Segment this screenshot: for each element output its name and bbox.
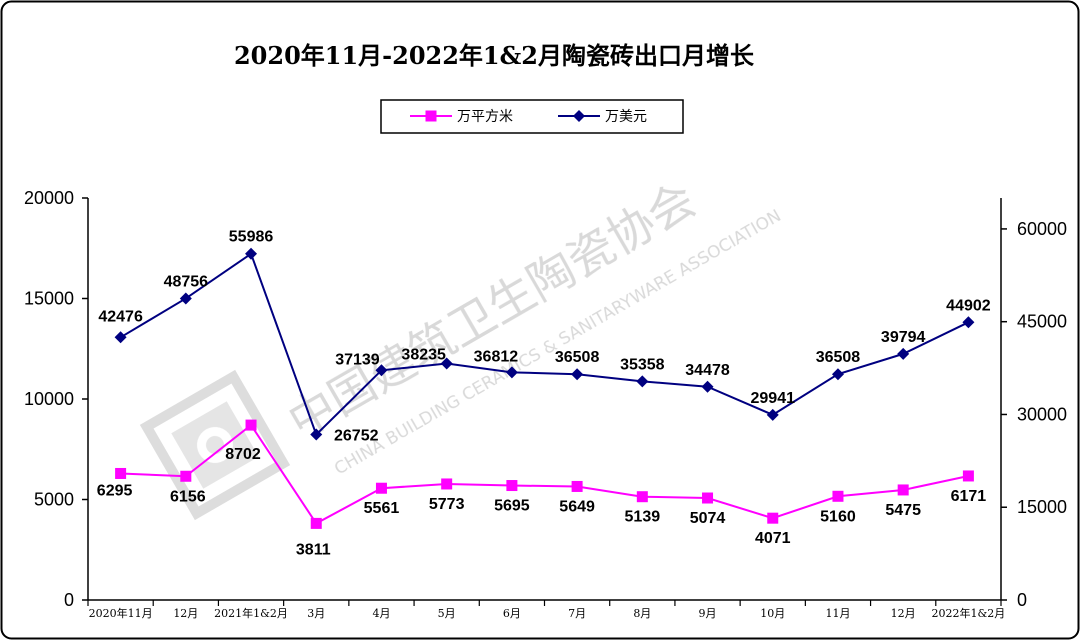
data-point-value — [179, 292, 192, 305]
data-label-area: 6171 — [951, 488, 987, 505]
series-layer — [114, 247, 975, 529]
x-tick-label: 2022年1&2月 — [931, 606, 1005, 620]
data-label-value: 26752 — [334, 428, 379, 445]
data-point-area — [115, 467, 127, 479]
y-right-tick-label: 0 — [1017, 590, 1027, 610]
data-label-value: 55986 — [229, 229, 274, 246]
x-tick-label: 12月 — [891, 607, 916, 620]
y-left-tick-label: 20000 — [24, 188, 74, 208]
legend-label-value: 万美元 — [605, 109, 647, 125]
data-label-value: 29941 — [751, 390, 796, 407]
legend: 万平方米 万美元 — [380, 99, 684, 134]
data-point-value — [440, 357, 453, 370]
data-label-area: 5160 — [820, 508, 856, 525]
data-label-value: 36812 — [474, 348, 519, 365]
x-tick-label: 11月 — [825, 607, 850, 620]
data-label-area: 8702 — [225, 446, 261, 463]
x-tick-label: 12月 — [173, 607, 198, 620]
x-tick-label: 2021年1&2月 — [214, 606, 288, 620]
data-label-value: 34478 — [685, 362, 730, 379]
data-point-area — [180, 470, 192, 482]
x-ticks: 2020年11月 12月 2021年1&2月 3月 4月 5月 6月 7月 8月 9月 10月 11月… — [87, 600, 1005, 620]
data-label-value: 39794 — [881, 329, 926, 346]
data-label-area: 5649 — [559, 498, 595, 515]
data-point-area — [897, 484, 909, 496]
x-tick-label: 9月 — [699, 607, 717, 620]
data-label-value: 36508 — [555, 349, 600, 366]
y-left-tick-label: 15000 — [24, 289, 74, 309]
y-left-tick-label: 10000 — [24, 389, 74, 409]
data-point-value — [310, 428, 323, 441]
x-tick-label: 2020年11月 — [89, 606, 153, 620]
data-point-value — [701, 380, 714, 393]
x-tick-label: 8月 — [633, 607, 651, 620]
data-label-area: 5561 — [364, 500, 400, 517]
y-right-tick-label: 30000 — [1017, 404, 1067, 424]
data-label-value: 44902 — [946, 297, 991, 314]
y-right-tick-label: 15000 — [1017, 497, 1067, 517]
data-label-area: 4071 — [755, 530, 791, 547]
y-right-tick-label: 60000 — [1017, 219, 1067, 239]
data-point-value — [245, 247, 258, 260]
series-line-area — [120, 423, 969, 525]
data-label-value: 38235 — [401, 347, 446, 364]
data-point-value — [505, 366, 518, 379]
data-point-value — [766, 408, 779, 421]
data-point-area — [767, 512, 779, 524]
x-tick-label: 10月 — [760, 607, 785, 620]
data-point-area — [571, 480, 583, 492]
data-label-area: 6156 — [170, 488, 206, 505]
data-point-value — [897, 347, 910, 360]
data-point-area — [310, 517, 322, 529]
y-left-tick-label: 0 — [64, 590, 74, 610]
data-point-area — [832, 490, 844, 502]
data-label-area: 5695 — [494, 498, 530, 515]
legend-marker-area — [425, 110, 437, 122]
legend-marker-value — [573, 110, 585, 122]
data-label-value: 35358 — [620, 356, 665, 373]
watermark-logo-icon — [139, 369, 291, 521]
data-point-area — [375, 482, 387, 494]
legend-label-area: 万平方米 — [457, 109, 513, 125]
data-label-value: 42476 — [98, 308, 143, 325]
y-ticks-right: 0 15000 30000 45000 60000 — [1001, 219, 1067, 610]
data-label-value: 48756 — [164, 273, 209, 290]
data-label-area: 5139 — [625, 509, 661, 526]
y-left-tick-label: 5000 — [34, 490, 74, 510]
data-point-area — [245, 419, 257, 431]
data-point-value — [831, 368, 844, 381]
data-point-value — [375, 364, 388, 377]
data-point-value — [636, 375, 649, 388]
data-label-area: 5074 — [690, 510, 726, 527]
data-label-area: 3811 — [296, 541, 331, 558]
x-tick-label: 5月 — [438, 607, 456, 620]
data-label-area: 5475 — [885, 502, 921, 519]
x-tick-label: 7月 — [568, 607, 586, 620]
data-point-area — [962, 470, 974, 482]
data-label-value: 37139 — [335, 351, 380, 368]
data-labels: 6295 6156 8702 3811 5561 5773 5695 5649 5139 5074… — [97, 229, 991, 559]
y-right-tick-label: 45000 — [1017, 312, 1067, 332]
x-tick-label: 3月 — [307, 607, 325, 620]
data-point-area — [636, 491, 648, 503]
data-point-area — [702, 492, 714, 504]
data-point-area — [441, 478, 453, 490]
y-ticks-left: 0 5000 10000 15000 20000 — [24, 188, 88, 610]
data-point-value — [962, 316, 975, 329]
data-point-value — [114, 331, 127, 344]
data-label-area: 5773 — [429, 496, 465, 513]
series-line-value — [120, 252, 969, 437]
data-point-value — [571, 368, 584, 381]
x-tick-label: 6月 — [503, 607, 521, 620]
data-label-value: 36508 — [816, 349, 861, 366]
data-point-area — [506, 480, 518, 492]
chart-title: 2020年11月-2022年1&2月陶瓷砖出口月增长 — [234, 41, 755, 70]
data-label-area: 6295 — [97, 482, 133, 499]
x-tick-label: 4月 — [372, 607, 390, 620]
